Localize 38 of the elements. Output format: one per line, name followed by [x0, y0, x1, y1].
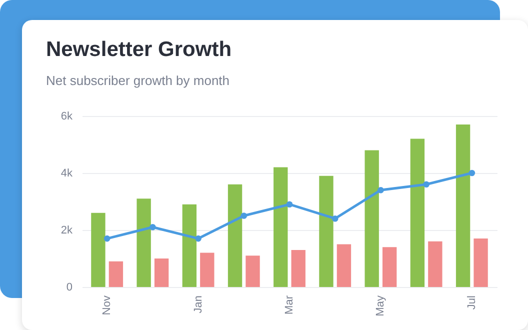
bar	[319, 176, 334, 287]
chart-title: Newsletter Growth	[46, 38, 232, 62]
x-tick-label: Jan	[192, 296, 204, 314]
bar	[182, 204, 197, 287]
point	[240, 212, 248, 219]
bar	[474, 238, 488, 287]
x-tick-label: May	[374, 295, 387, 316]
bar	[410, 138, 425, 287]
bar	[200, 252, 214, 287]
y-tick-label: 6k	[60, 110, 73, 122]
point	[468, 170, 476, 176]
point	[150, 224, 156, 230]
bar	[456, 124, 470, 287]
bar	[136, 198, 151, 287]
bar	[428, 241, 442, 287]
bar	[91, 212, 106, 287]
point	[286, 201, 293, 208]
bar	[108, 261, 124, 287]
bar	[382, 247, 397, 287]
bar	[246, 256, 260, 287]
bar	[364, 150, 379, 287]
bar	[291, 250, 306, 287]
y-tick-label: 4k	[60, 168, 73, 180]
x-tick-label: Nov	[101, 295, 114, 316]
chart-subtitle: Net subscriber growth by month	[46, 73, 230, 88]
x-tick-label: Jul	[466, 296, 478, 310]
bar	[336, 244, 352, 287]
y-tick-label: 2k	[60, 224, 73, 236]
bar	[228, 184, 242, 287]
y-tick-label: 0	[66, 282, 72, 294]
point	[195, 235, 202, 242]
bar	[274, 167, 288, 287]
point	[332, 215, 338, 222]
bar	[154, 258, 169, 287]
point	[104, 235, 110, 242]
point	[423, 181, 430, 188]
point	[378, 186, 384, 194]
x-tick-label: Mar	[284, 295, 296, 314]
